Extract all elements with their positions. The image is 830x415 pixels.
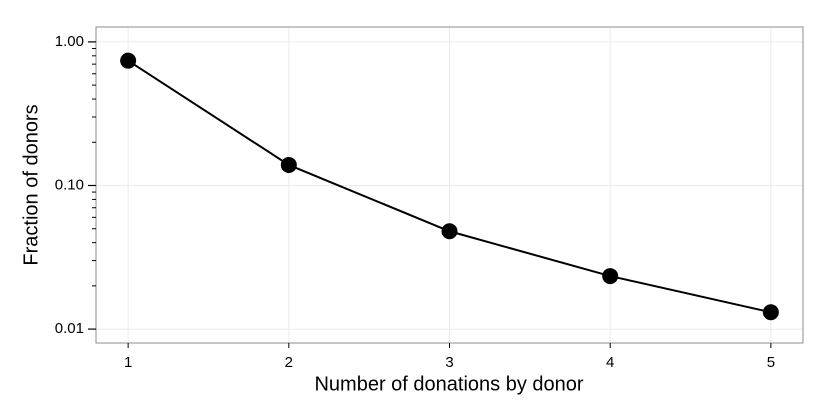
data-point xyxy=(280,156,297,173)
x-tick-label: 2 xyxy=(285,354,293,371)
data-point xyxy=(762,304,779,321)
x-tick-label: 3 xyxy=(445,354,453,371)
data-point xyxy=(120,52,137,69)
x-tick-label: 4 xyxy=(606,354,614,371)
y-axis-title: Fraction of donors xyxy=(20,104,42,265)
x-tick-label: 1 xyxy=(124,354,132,371)
y-tick-label: 0.01 xyxy=(55,320,84,337)
y-tick-label: 1.00 xyxy=(55,33,84,50)
x-tick-label: 5 xyxy=(767,354,775,371)
y-tick-label: 0.10 xyxy=(55,176,84,193)
x-axis-title: Number of donations by donor xyxy=(314,373,583,395)
data-point xyxy=(441,223,458,240)
data-point xyxy=(602,268,619,285)
